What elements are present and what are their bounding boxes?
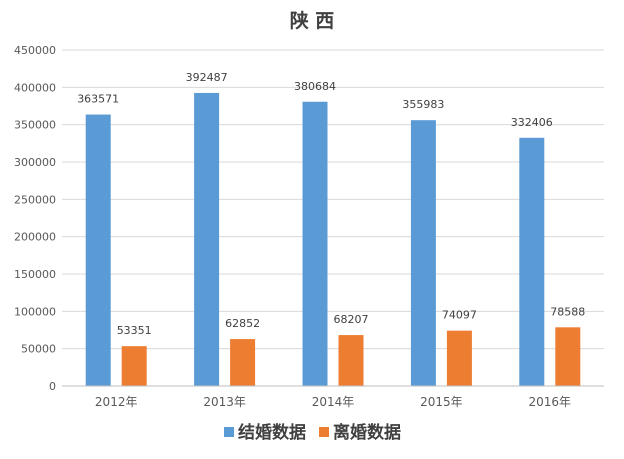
data-label: 74097 (442, 309, 477, 322)
data-label: 355983 (402, 98, 444, 111)
x-tick-label: 2016年 (529, 395, 572, 409)
divorce-bar (555, 327, 581, 386)
chart-title: 陕 西 (290, 9, 335, 32)
legend-label-marriage: 结婚数据 (238, 422, 306, 443)
marriage-bar (410, 120, 436, 386)
marriage-bar (194, 92, 220, 386)
data-label: 380684 (294, 80, 336, 93)
divorce-bar (338, 335, 364, 386)
data-label: 363571 (77, 93, 119, 106)
marriage-bar (302, 101, 328, 386)
y-tick-label: 200000 (14, 231, 56, 244)
y-tick-label: 400000 (14, 81, 56, 94)
data-labels-layer: 363571 53351 392487 62852 380684 68207 355983 7… (77, 71, 585, 337)
x-tick-label: 2013年 (203, 395, 246, 409)
data-label: 78588 (550, 305, 585, 318)
y-axis: 0 50000 100000 150000 200000 250000 300000 3500… (14, 44, 56, 393)
bars-layer (85, 92, 581, 386)
data-label: 53351 (117, 324, 152, 337)
marriage-bar (519, 137, 545, 386)
grid-layer (62, 49, 604, 350)
legend: 结婚数据 离婚数据 (224, 422, 401, 443)
data-label: 62852 (225, 317, 260, 330)
y-tick-label: 100000 (14, 305, 56, 318)
y-tick-label: 0 (49, 380, 56, 393)
x-tick-label: 2014年 (312, 395, 355, 409)
y-tick-label: 450000 (14, 44, 56, 57)
y-tick-label: 150000 (14, 268, 56, 281)
legend-marker-marriage (224, 427, 234, 437)
x-axis: 2012年 2013年 2014年 2015年 2016年 (62, 385, 604, 409)
data-label: 68207 (334, 313, 369, 326)
data-label: 332406 (511, 116, 553, 129)
y-tick-label: 300000 (14, 156, 56, 169)
legend-label-divorce: 离婚数据 (333, 422, 401, 443)
x-tick-label: 2015年 (420, 395, 463, 409)
divorce-bar (230, 339, 256, 386)
x-tick-label: 2012年 (95, 395, 138, 409)
marriage-bar (85, 114, 111, 386)
divorce-bar (121, 346, 147, 386)
legend-marker-divorce (319, 427, 329, 437)
y-tick-label: 350000 (14, 119, 56, 132)
y-tick-label: 250000 (14, 193, 56, 206)
y-tick-label: 50000 (21, 343, 56, 356)
data-label: 392487 (186, 71, 228, 84)
divorce-bar (446, 330, 472, 386)
